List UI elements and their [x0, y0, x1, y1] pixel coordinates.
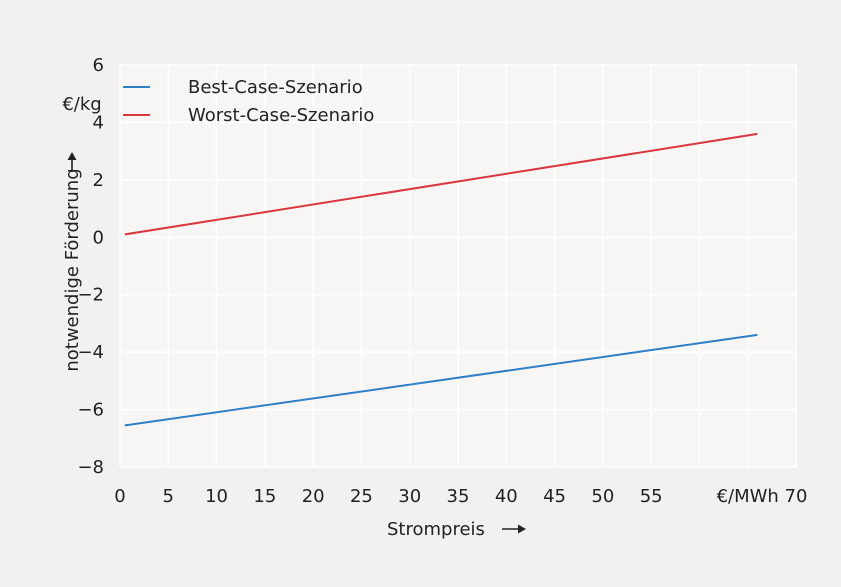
x-tick-label: 30 — [398, 486, 421, 507]
x-tick-label: 55 — [640, 486, 663, 507]
x-tick-label: 70 — [785, 486, 808, 507]
y-tick-label: −4 — [77, 342, 104, 363]
legend: Best-Case-Szenario Worst-Case-Szenario — [123, 77, 374, 126]
series-line-best-case — [124, 333, 758, 427]
y-tick-label: 2 — [93, 170, 104, 191]
y-tick-label: 4 — [93, 112, 104, 133]
x-tick-label: 35 — [447, 486, 470, 507]
y-tick-label: −6 — [77, 400, 104, 421]
legend-label-worst-case: Worst-Case-Szenario — [188, 105, 374, 126]
x-tick-label: 10 — [205, 486, 228, 507]
x-tick-label: 25 — [350, 486, 373, 507]
y-tick-label: −2 — [77, 285, 104, 306]
y-tick-label: −8 — [77, 457, 104, 478]
series-line-worst-case — [124, 132, 758, 236]
y-axis: −8 −6 −4 −2 0 2 4 6 — [77, 55, 104, 478]
legend-label-best-case: Best-Case-Szenario — [188, 77, 363, 98]
x-tick-label: 45 — [543, 486, 566, 507]
y-axis-title-group: notwendige Förderung — [62, 168, 83, 371]
series-group — [124, 132, 758, 427]
x-tick-label: 20 — [302, 486, 325, 507]
x-axis: 0 5 10 15 20 25 30 35 40 45 50 55 €/MWh 70 — [114, 486, 807, 507]
y-axis-arrow-icon — [67, 152, 77, 172]
grid — [119, 64, 797, 468]
x-tick-label: 40 — [495, 486, 518, 507]
x-axis-title: Strompreis — [387, 519, 485, 540]
x-axis-arrow-icon — [502, 524, 526, 534]
y-axis-title: notwendige Förderung — [62, 168, 83, 371]
y-tick-label: 6 — [93, 55, 104, 76]
x-tick-label: 5 — [163, 486, 174, 507]
x-tick-label: 50 — [591, 486, 614, 507]
y-tick-label: 0 — [93, 227, 104, 248]
x-tick-label: 0 — [114, 486, 125, 507]
x-tick-label: 15 — [253, 486, 276, 507]
x-tick-label: €/MWh — [717, 486, 779, 507]
y-unit-label: €/kg — [62, 94, 101, 115]
